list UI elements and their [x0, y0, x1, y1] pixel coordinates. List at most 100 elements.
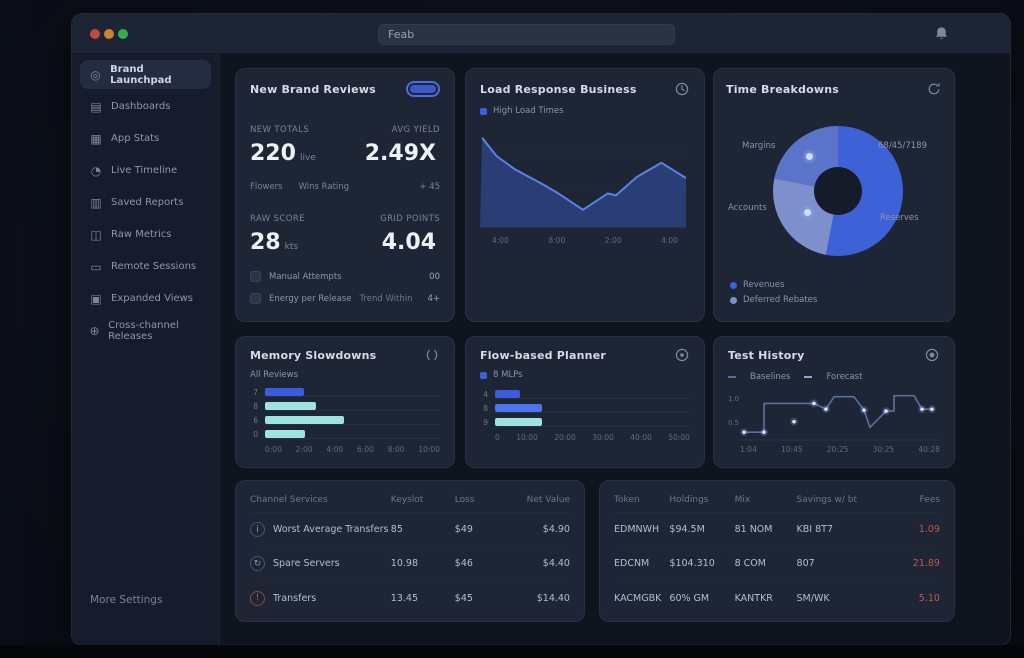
bar-row: 0	[250, 427, 440, 441]
cell-negative: 21.89	[912, 558, 940, 569]
cell: EDMNWH	[614, 524, 660, 535]
column-header[interactable]: Mix	[734, 494, 751, 505]
bar-row: 6	[250, 413, 440, 427]
bar-row: 9	[480, 415, 690, 429]
cell: $4.90	[542, 524, 570, 535]
checkbox-icon[interactable]	[250, 293, 261, 304]
table-row[interactable]: i Worst Average Transfers 85 $49 $4.90	[250, 513, 570, 547]
bar[interactable]	[265, 415, 344, 424]
cell: SM/WK	[796, 592, 830, 604]
bar[interactable]	[495, 403, 542, 412]
raw-metrics-icon: ◫	[90, 227, 102, 242]
titlebar	[72, 14, 1010, 54]
table-row[interactable]: EDCNM $104.310 8 COM 807 21.89	[614, 547, 940, 581]
sidebar-item-label: Live Timeline	[111, 165, 178, 176]
checkbox-icon[interactable]	[250, 271, 261, 282]
table-row[interactable]: EDMNWH $94.5M 81 NOM KBI 8T7 1.09	[614, 513, 940, 547]
zoom-button[interactable]	[118, 29, 128, 39]
sidebar-item-label: Dashboards	[111, 101, 171, 112]
mini-stats-row: Flowers Wins Rating + 45	[250, 182, 440, 192]
axis-tick: 4:00	[661, 236, 678, 245]
sidebar-item-label: Cross-channel Releases	[108, 319, 179, 342]
bar[interactable]	[265, 387, 304, 396]
stat-label: GRID POINTS	[380, 214, 440, 224]
bar-label: 9	[483, 417, 488, 427]
axis-tick: 2:00	[604, 236, 622, 245]
history-icon: ↻	[250, 556, 265, 571]
bar-label: 8	[483, 403, 488, 413]
sidebar-item-raw-metrics[interactable]: ◫ Raw Metrics	[80, 220, 211, 249]
minimize-button[interactable]	[104, 29, 114, 39]
sidebar-item-expanded-views[interactable]: ▣ Expanded Views	[80, 284, 211, 313]
table-header-row: Token Holdings Mix Savings w/ bt Fees	[614, 487, 940, 513]
sidebar-item-saved-reports[interactable]: ▥ Saved Reports	[80, 188, 211, 217]
screen-bottom-strip	[0, 645, 1024, 658]
chart-legend: Baselines Forecast	[728, 372, 940, 382]
axis-tick: 20:00	[554, 433, 576, 442]
column-header[interactable]: Keyslot	[390, 494, 424, 505]
close-button[interactable]	[90, 29, 100, 39]
sidebar-item-app-stats[interactable]: ▦ App Stats	[80, 124, 211, 153]
sidebar-item-label: App Stats	[111, 133, 160, 144]
donut-callout: Margins	[742, 141, 776, 151]
search-input[interactable]	[378, 24, 675, 45]
column-header[interactable]: Savings w/ bt	[796, 494, 858, 505]
column-header[interactable]: Fees	[919, 494, 940, 505]
record-icon[interactable]	[924, 347, 940, 363]
footer-row-label: Manual Attempts	[269, 271, 342, 282]
planner-card: Flow-based Planner 8 MLPs 4 8 9 0 10:00 20:0…	[465, 336, 705, 468]
cell: Spare Servers	[273, 558, 340, 569]
stat-value: 4.04	[381, 230, 436, 255]
bar[interactable]	[495, 417, 542, 426]
legend-swatch	[480, 371, 487, 379]
memory-card: Memory Slowdowns All Reviews 7 8 6 0 0:00 2:…	[235, 336, 455, 468]
chart-sublabel: All Reviews	[250, 370, 440, 380]
sidebar-item-live-timeline[interactable]: ◔ Live Timeline	[80, 156, 211, 185]
clock-icon[interactable]	[674, 81, 690, 97]
sidebar-item-label: Raw Metrics	[111, 229, 172, 240]
x-axis: 4:00 8:00 2:00 4:00	[480, 236, 690, 245]
bar[interactable]	[495, 389, 521, 398]
column-header[interactable]: Token	[614, 494, 640, 505]
table-row[interactable]: ↻ Spare Servers 10.98 $46 $4.40	[250, 547, 570, 581]
sidebar-item-remote-sessions[interactable]: ▭ Remote Sessions	[80, 252, 211, 281]
load-chart-card: Load Response Business High Load Times 4…	[465, 68, 705, 322]
bar[interactable]	[265, 429, 306, 438]
axis-tick: 10:45	[781, 445, 803, 454]
cross-channel-releases-icon: ⊕	[89, 323, 100, 338]
table-header-row: Channel Services Keyslot Loss Net Value	[250, 487, 570, 513]
planner-bar-chart: 4 8 9	[480, 387, 690, 429]
table-row[interactable]: ! Transfers 13.45 $45 $14.40	[250, 581, 570, 615]
axis-tick: 4:00	[492, 236, 509, 245]
column-header[interactable]: Net Value	[526, 494, 570, 505]
table-row[interactable]: KACMGBK 60% GM KANTKR SM/WK 5.10	[614, 581, 940, 615]
refresh-icon[interactable]	[926, 81, 942, 97]
column-header[interactable]: Holdings	[669, 494, 709, 505]
bell-icon	[935, 27, 947, 39]
column-header[interactable]: Channel Services	[250, 494, 328, 505]
sidebar-item-cross-channel-releases[interactable]: ⊕ Cross-channel Releases	[80, 316, 211, 345]
memory-bar-chart: 7 8 6 0	[250, 385, 440, 441]
sidebar-footer-link[interactable]: More Settings	[90, 594, 163, 606]
bar-track	[265, 387, 440, 397]
bar[interactable]	[265, 401, 316, 410]
sidebar-item-brand-launchpad[interactable]: ◎ Brand Launchpad	[80, 60, 211, 89]
step-chart	[738, 394, 940, 441]
cell: 8 COM	[734, 558, 766, 569]
bar-row: 8	[480, 401, 690, 415]
phone-icon[interactable]	[424, 347, 440, 363]
mini-value: + 45	[419, 182, 440, 192]
sidebar-item-dashboards[interactable]: ▤ Dashboards	[80, 92, 211, 121]
axis-tick: 20:25	[826, 445, 849, 454]
reviews-toggle[interactable]	[406, 81, 440, 97]
reviews-card: New Brand Reviews NEW TOTALS 220 live AVG…	[235, 68, 455, 322]
target-icon[interactable]	[674, 347, 690, 363]
donut-callout: Reserves	[880, 213, 919, 223]
axis-tick: 10:00	[516, 433, 538, 442]
column-header[interactable]: Loss	[454, 494, 475, 505]
remote-sessions-icon: ▭	[90, 259, 102, 274]
mini-label: Flowers	[250, 182, 283, 192]
sidebar-item-label: Remote Sessions	[111, 261, 197, 272]
notifications-button[interactable]	[930, 25, 952, 44]
